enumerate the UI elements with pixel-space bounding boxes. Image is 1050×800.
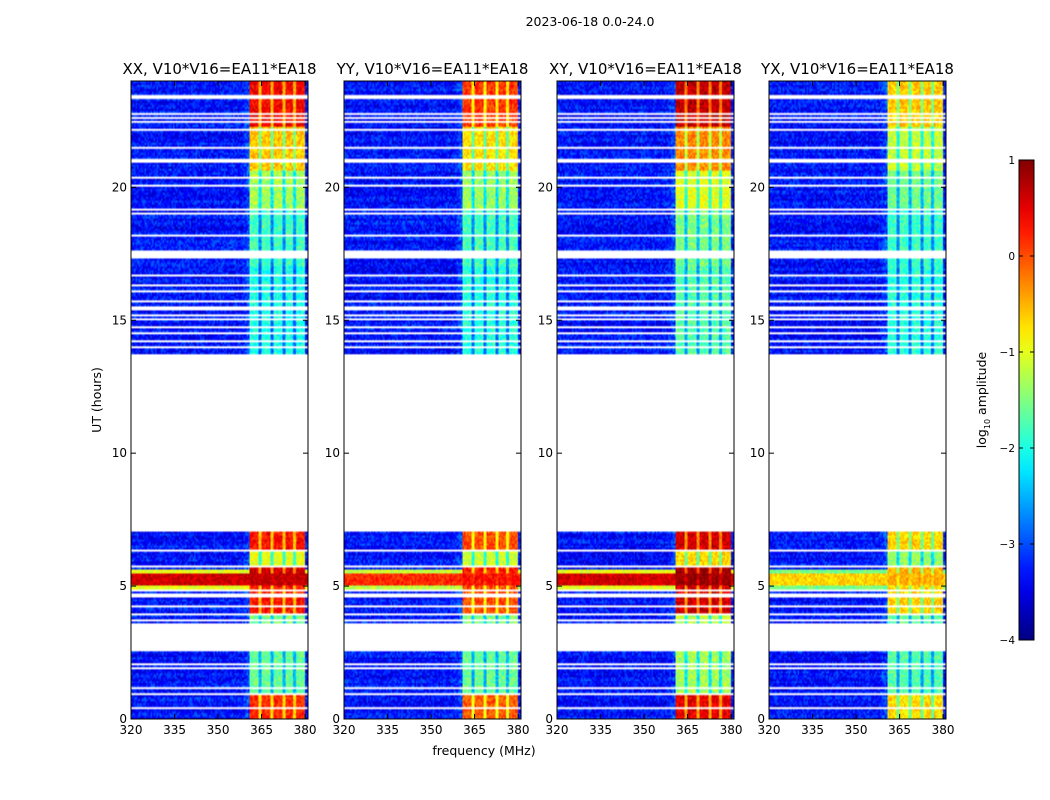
y-tick-label: 10 (538, 446, 553, 460)
heatmap-xx (131, 81, 308, 719)
panel-title-yx: YX, V10*V16=EA11*EA18 (760, 60, 954, 78)
x-tick-label: 380 (720, 723, 743, 737)
y-tick-label: 10 (325, 446, 340, 460)
x-tick-label: 335 (801, 723, 824, 737)
colorbar-tick-label: −4 (1000, 635, 1016, 647)
panel-xy: XY, V10*V16=EA11*EA18 320 335 350 365 380 0 5 10… (538, 60, 743, 737)
y-tick-label: 20 (112, 180, 127, 194)
panel-yy: YY, V10*V16=EA11*EA18 320 335 350 365 380 0 5 10… (325, 60, 530, 737)
colorbar: 1 0 −1 −2 −3 −4 log10 amplitude (974, 155, 1035, 647)
y-tick-label: 0 (332, 712, 340, 726)
y-tick-label: 20 (325, 180, 340, 194)
y-tick-label: 10 (750, 446, 765, 460)
x-tick-label: 365 (250, 723, 273, 737)
x-tick-label: 320 (120, 723, 143, 737)
x-tick-label: 380 (932, 723, 955, 737)
x-tick-label: 365 (463, 723, 486, 737)
x-tick-label: 350 (633, 723, 656, 737)
colorbar-tick-label: −2 (1000, 443, 1015, 455)
heatmap-yx (769, 81, 946, 719)
y-tick-label: 20 (750, 180, 765, 194)
colorbar-gradient (1018, 159, 1035, 641)
colorbar-label: log10 amplitude (974, 351, 992, 448)
heatmap-xy (557, 81, 734, 719)
x-axis-label: frequency (MHz) (432, 743, 535, 758)
axes-frame (768, 80, 947, 720)
colorbar-tick-label: −1 (1000, 347, 1015, 359)
x-tick-label: 335 (376, 723, 399, 737)
x-tick-label: 320 (546, 723, 569, 737)
x-tick-label: 380 (507, 723, 530, 737)
x-tick-label: 350 (207, 723, 230, 737)
y-tick-label: 5 (757, 579, 765, 593)
y-tick-label: 5 (119, 579, 127, 593)
x-tick-label: 365 (676, 723, 699, 737)
figure-suptitle: 2023-06-18 0.0-24.0 (526, 14, 655, 29)
y-tick-label: 15 (112, 313, 127, 327)
y-tick-label: 0 (119, 712, 127, 726)
axes-frame (343, 80, 522, 720)
x-tick-label: 350 (845, 723, 868, 737)
heatmap-yy (344, 81, 521, 719)
axes-frame (556, 80, 735, 720)
y-tick-label: 20 (538, 180, 553, 194)
x-tick-label: 365 (888, 723, 911, 737)
colorbar-tick-label: 0 (1008, 251, 1015, 263)
y-tick-label: 5 (332, 579, 340, 593)
colorbar-tick-label: 1 (1008, 155, 1015, 167)
y-tick-label: 0 (545, 712, 553, 726)
y-tick-label: 5 (545, 579, 553, 593)
panels-group: XX, V10*V16=EA11*EA18 320 335 350 365 380 0 5 10… (112, 60, 955, 737)
panel-xx: XX, V10*V16=EA11*EA18 320 335 350 365 380 0 5 10… (112, 60, 317, 737)
panel-title-yy: YY, V10*V16=EA11*EA18 (336, 60, 529, 78)
panel-title-xy: XY, V10*V16=EA11*EA18 (549, 60, 742, 78)
panel-title-xx: XX, V10*V16=EA11*EA18 (122, 60, 316, 78)
x-tick-label: 350 (420, 723, 443, 737)
y-tick-label: 15 (538, 313, 553, 327)
y-tick-label: 15 (325, 313, 340, 327)
axes-frame (130, 80, 309, 720)
y-tick-label: 0 (757, 712, 765, 726)
x-tick-label: 380 (294, 723, 317, 737)
x-tick-label: 335 (163, 723, 186, 737)
y-tick-label: 10 (112, 446, 127, 460)
colorbar-tick-label: −3 (1000, 539, 1015, 551)
panel-yx: YX, V10*V16=EA11*EA18 320 335 350 365 380 0 5 10… (750, 60, 955, 737)
y-tick-label: 15 (750, 313, 765, 327)
x-tick-label: 335 (589, 723, 612, 737)
x-tick-label: 320 (758, 723, 781, 737)
x-tick-label: 320 (333, 723, 356, 737)
y-axis-label: UT (hours) (89, 367, 104, 433)
